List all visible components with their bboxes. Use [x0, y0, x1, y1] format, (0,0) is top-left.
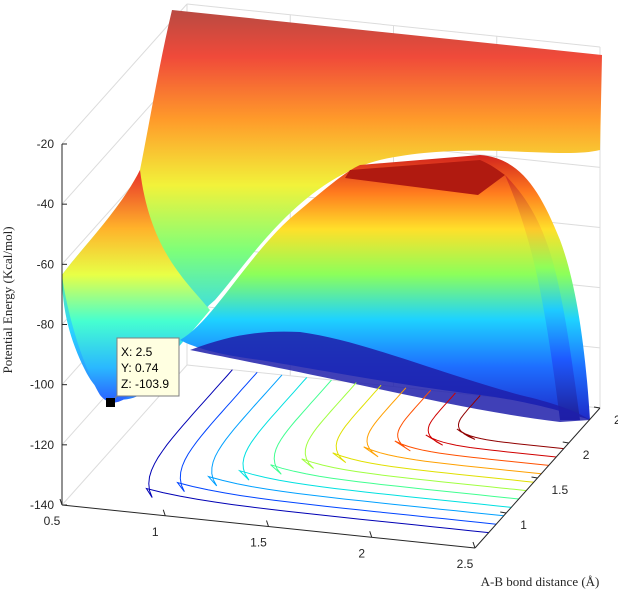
y-tick-mark	[500, 511, 507, 514]
x-tick-label: 0.5	[44, 514, 61, 528]
contour-line	[145, 369, 489, 534]
contour-line	[363, 387, 542, 475]
x-tick-mark	[162, 509, 166, 516]
y-tick-label: 2.5	[614, 413, 618, 427]
datatip-z: Z: -103.9	[121, 377, 169, 391]
grid-line-z	[61, 3, 188, 145]
x-tick-label: 1.5	[250, 536, 267, 550]
z-tick-label: -140	[30, 498, 54, 512]
z-axis-title: Potential Energy (Kcal/mol)	[0, 226, 15, 373]
x-tick-mark	[266, 520, 269, 527]
y-tick-label: 1.5	[552, 483, 569, 497]
z-tick-label: -100	[30, 378, 54, 392]
y-tick-label: 1	[520, 518, 527, 532]
contour-line	[270, 379, 519, 500]
datatip-y: Y: 0.74	[121, 361, 159, 375]
contour-projection	[145, 369, 564, 534]
x-tick-mark	[369, 531, 373, 538]
x-tick-mark	[59, 498, 63, 506]
y-tick-mark	[593, 406, 601, 409]
surface-plateau	[345, 160, 505, 195]
contour-line	[394, 390, 549, 466]
y-tick-mark	[562, 441, 569, 444]
z-tick-label: -120	[30, 438, 54, 452]
contour-line	[301, 382, 527, 492]
x-tick-label: 1	[152, 525, 159, 539]
x-tick-mark	[472, 541, 476, 549]
potential-surface	[62, 10, 602, 422]
datatip-box	[116, 337, 180, 397]
z-tick-label: -20	[37, 137, 55, 151]
contour-line	[207, 374, 504, 517]
y-tick-label: 2	[583, 448, 590, 462]
surface-channel-floor	[190, 331, 590, 422]
contour-line	[425, 392, 557, 458]
contour-line	[332, 384, 534, 483]
datatip-marker[interactable]	[106, 398, 115, 407]
contour-line	[176, 371, 497, 525]
z-tick-label: -60	[37, 257, 55, 271]
x-tick-label: 2.5	[457, 557, 474, 571]
z-tick-label: -80	[37, 318, 55, 332]
datatip[interactable]: X: 2.5 Y: 0.74 Z: -103.9	[106, 337, 180, 407]
z-tick-label: -40	[37, 197, 55, 211]
surface-back-right	[505, 175, 580, 420]
contour-line	[237, 377, 512, 508]
y-axis-title: A-B bond distance (Å)	[481, 574, 600, 589]
contour-line	[456, 395, 564, 450]
x-tick-label: 2	[358, 546, 365, 560]
tick-group: -20 -40 -60 -80 -100 -120 -140 0.5 1 1.5 2 2.5 1 1.5 2…	[30, 137, 618, 571]
y-tick-mark	[531, 476, 538, 479]
datatip-x: X: 2.5	[121, 345, 153, 359]
